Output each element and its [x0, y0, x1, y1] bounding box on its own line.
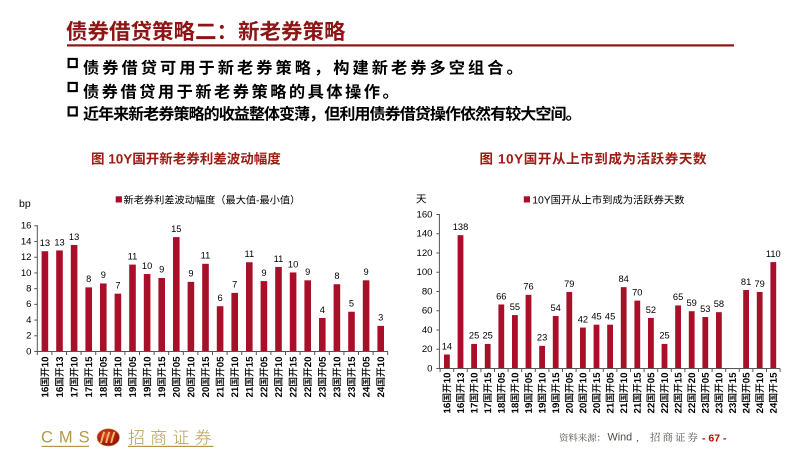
svg-text:100: 100 — [416, 267, 432, 278]
svg-text:11: 11 — [274, 254, 284, 264]
svg-text:8: 8 — [86, 274, 91, 284]
svg-text:3: 3 — [378, 313, 383, 323]
svg-text:13: 13 — [69, 232, 79, 242]
svg-text:9: 9 — [364, 267, 369, 277]
svg-text:16: 16 — [21, 221, 32, 232]
svg-text:4: 4 — [26, 315, 32, 326]
svg-text:42: 42 — [578, 314, 588, 324]
svg-text:13: 13 — [54, 237, 64, 247]
svg-text:- 67 -: - 67 - — [702, 433, 727, 445]
svg-text:76: 76 — [523, 282, 533, 292]
svg-text:138: 138 — [453, 222, 469, 232]
svg-text:11: 11 — [244, 249, 254, 259]
svg-text:60: 60 — [422, 306, 433, 317]
svg-text:80: 80 — [422, 286, 433, 297]
svg-text:70: 70 — [632, 287, 642, 297]
svg-text:110: 110 — [766, 249, 781, 259]
svg-text:58: 58 — [714, 299, 724, 309]
svg-text:9: 9 — [261, 268, 266, 278]
svg-text:11: 11 — [201, 251, 211, 261]
svg-text:52: 52 — [646, 305, 656, 315]
svg-text:45: 45 — [591, 311, 601, 321]
svg-text:55: 55 — [510, 302, 520, 312]
svg-text:7: 7 — [232, 280, 237, 290]
svg-text:79: 79 — [755, 279, 765, 289]
svg-text:10: 10 — [142, 261, 152, 271]
svg-text:15: 15 — [171, 224, 181, 234]
svg-text:bp: bp — [19, 198, 31, 210]
svg-text:65: 65 — [673, 292, 683, 302]
svg-text:20: 20 — [422, 344, 433, 355]
svg-text:9: 9 — [159, 265, 164, 275]
svg-text:0: 0 — [427, 363, 432, 374]
svg-text:84: 84 — [619, 274, 629, 284]
svg-text:14: 14 — [21, 236, 32, 247]
svg-text:5: 5 — [349, 299, 354, 309]
svg-text:14: 14 — [442, 341, 452, 351]
svg-text:25: 25 — [469, 331, 479, 341]
svg-text:13: 13 — [40, 238, 50, 248]
svg-text:25: 25 — [483, 331, 493, 341]
svg-text:81: 81 — [741, 277, 751, 287]
svg-text:23: 23 — [537, 333, 547, 343]
svg-text:9: 9 — [101, 270, 106, 280]
svg-text:25: 25 — [659, 331, 669, 341]
svg-text:120: 120 — [416, 248, 432, 259]
svg-text:12: 12 — [21, 252, 32, 263]
svg-text:7: 7 — [115, 280, 120, 290]
svg-text:9: 9 — [305, 267, 310, 277]
svg-text:8: 8 — [334, 271, 339, 281]
svg-text:53: 53 — [700, 304, 710, 314]
svg-text:59: 59 — [687, 298, 697, 308]
svg-text:11: 11 — [128, 251, 138, 261]
svg-text:6: 6 — [26, 299, 31, 310]
svg-text:10: 10 — [21, 268, 32, 279]
svg-text:Wind: Wind — [608, 432, 633, 444]
svg-text:6: 6 — [218, 293, 223, 303]
svg-text:9: 9 — [188, 269, 193, 279]
svg-text:66: 66 — [496, 291, 506, 301]
svg-text:40: 40 — [422, 325, 433, 336]
svg-text:140: 140 — [416, 229, 432, 240]
svg-text:45: 45 — [605, 311, 615, 321]
svg-text:160: 160 — [416, 209, 432, 220]
svg-text:10: 10 — [288, 259, 298, 269]
svg-text:2: 2 — [26, 331, 31, 342]
svg-text:CMS: CMS — [41, 429, 96, 447]
svg-text:4: 4 — [320, 305, 325, 315]
svg-text:79: 79 — [564, 279, 574, 289]
svg-text:0: 0 — [26, 346, 31, 357]
svg-text:8: 8 — [26, 283, 31, 294]
svg-text:54: 54 — [551, 303, 561, 313]
